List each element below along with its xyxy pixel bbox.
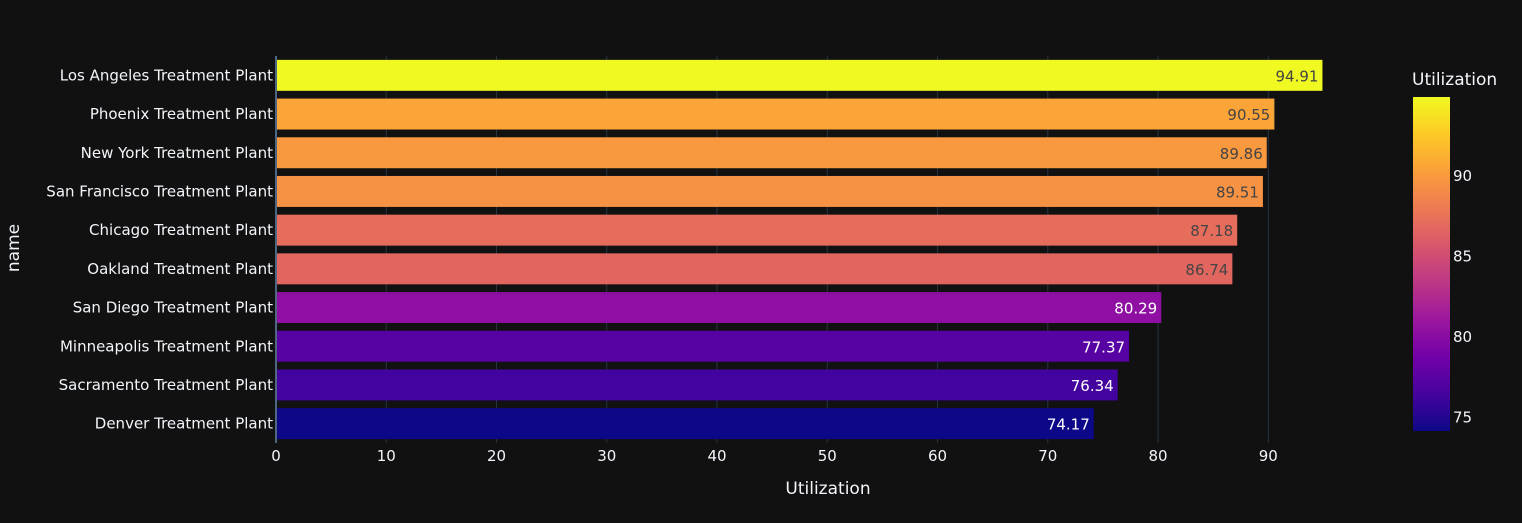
x-tick-label: 20 <box>487 447 506 465</box>
bar <box>277 408 1094 440</box>
bar <box>277 175 1263 207</box>
bar-value-label: 74.17 <box>1047 416 1090 434</box>
colorbar-tick-label: 75 <box>1453 409 1472 427</box>
colorbar-tick-label: 85 <box>1453 248 1472 266</box>
x-tick-label: 10 <box>377 447 396 465</box>
colorbar-gradient <box>1413 97 1450 431</box>
colorbar-tick-label: 90 <box>1453 167 1472 185</box>
bar-value-label: 87.18 <box>1190 222 1233 240</box>
bar-value-label: 77.37 <box>1082 338 1125 356</box>
y-tick-label: Chicago Treatment Plant <box>89 221 273 239</box>
y-tick-label: Denver Treatment Plant <box>95 415 273 433</box>
y-tick-label: Minneapolis Treatment Plant <box>60 337 273 355</box>
bar <box>277 59 1323 91</box>
bar-value-label: 80.29 <box>1114 300 1157 318</box>
x-tick-label: 50 <box>818 447 837 465</box>
colorbar: Utilization 75 80 85 90 <box>1412 70 1497 431</box>
bar <box>277 98 1275 130</box>
x-tick-label: 0 <box>271 447 281 465</box>
bar <box>277 369 1118 401</box>
y-tick-label: Phoenix Treatment Plant <box>90 105 273 123</box>
bar-value-label: 90.55 <box>1227 106 1270 124</box>
y-tick-label: Sacramento Treatment Plant <box>59 376 273 394</box>
x-tick-label: 60 <box>928 447 947 465</box>
x-axis-title: Utilization <box>785 479 870 499</box>
bar-value-label: 89.51 <box>1216 183 1259 201</box>
bar <box>277 253 1233 285</box>
y-axis-tick-labels: Los Angeles Treatment Plant Phoenix Treat… <box>46 66 273 432</box>
colorbar-ticks: 75 80 85 90 <box>1453 167 1472 427</box>
bar-value-label: 76.34 <box>1071 377 1114 395</box>
bar <box>277 292 1162 324</box>
x-tick-label: 70 <box>1038 447 1057 465</box>
colorbar-tick-label: 80 <box>1453 328 1472 346</box>
colorbar-title: Utilization <box>1412 70 1497 90</box>
y-tick-label: Oakland Treatment Plant <box>87 260 273 278</box>
x-tick-label: 40 <box>707 447 726 465</box>
y-tick-label: Los Angeles Treatment Plant <box>60 66 273 84</box>
value-labels: 94.91 90.55 89.86 89.51 87.18 86.74 80.29 77.37… <box>1047 67 1319 433</box>
bar-value-label: 94.91 <box>1275 67 1318 85</box>
bar-value-label: 89.86 <box>1220 145 1263 163</box>
x-tick-label: 80 <box>1149 447 1168 465</box>
y-tick-label: San Diego Treatment Plant <box>73 299 273 317</box>
y-axis-title: name <box>4 224 24 272</box>
x-tick-label: 30 <box>597 447 616 465</box>
x-axis-tick-labels: 0 10 20 30 40 50 60 70 80 90 <box>271 447 1278 465</box>
x-tick-label: 90 <box>1259 447 1278 465</box>
bar <box>277 137 1267 169</box>
y-tick-label: New York Treatment Plant <box>81 144 273 162</box>
bar-value-label: 86.74 <box>1185 261 1228 279</box>
bar <box>277 214 1238 246</box>
bars <box>277 59 1323 440</box>
y-tick-label: San Francisco Treatment Plant <box>46 182 273 200</box>
bar <box>277 330 1130 362</box>
